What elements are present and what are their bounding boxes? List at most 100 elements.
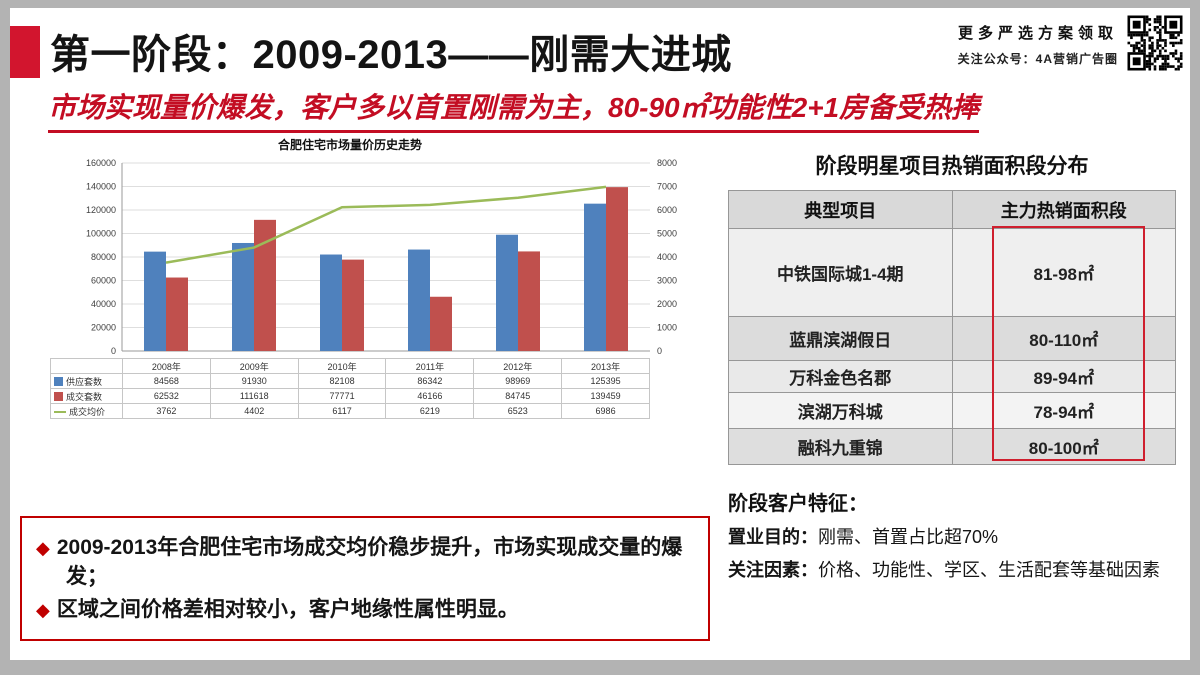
chart-plot: 0200004000060000800001000001200001400001… [86,158,677,356]
project-name: 中铁国际城1-4期 [728,228,953,317]
svg-text:80000: 80000 [91,252,116,262]
project-area: 89-94㎡ [951,360,1176,393]
legend-swatch-icon [54,391,63,401]
svg-text:20000: 20000 [91,323,116,333]
chart-value-cell: 86342 [385,373,475,389]
project-area: 80-100㎡ [951,428,1176,465]
chart-legend-label: 供应套数 [50,373,123,389]
chart-year-label: 2009年 [209,358,299,374]
svg-text:8000: 8000 [657,158,677,168]
summary-list: ◆ 2009-2013年合肥住宅市场成交均价稳步提升，市场实现成交量的爆发； ◆ 区域… [36,533,694,624]
svg-text:160000: 160000 [86,158,116,168]
summary-bullet: ◆ 区域之间价格差相对较小，客户地缘性属性明显。 [36,597,519,621]
svg-text:1000: 1000 [657,323,677,333]
customer-purpose-line: 置业目的：刚需、首置占比超70% [728,524,1176,550]
chart-value-cell: 111618 [209,388,299,404]
chart-value-cell: 91930 [209,373,299,389]
legend-swatch-icon [54,376,63,386]
project-row: 滨湖万科城 78-94㎡ [728,392,1176,429]
chart-value-cell: 77771 [297,388,387,404]
svg-text:60000: 60000 [91,276,116,286]
purpose-label: 置业目的： [728,527,818,547]
chart-year-row: 2008年 2009年 2010年 2011年 2012年 2013年 [50,358,650,374]
chart-year-label: 2010年 [297,358,387,374]
chart-value-cell: 82108 [297,373,387,389]
factors-label: 关注因素： [728,560,818,581]
chart-value-cell: 6219 [385,403,475,419]
chart-legend-label: 成交套数 [50,388,123,404]
svg-text:4000: 4000 [657,252,677,262]
project-row: 融科九重锦 80-100㎡ [728,428,1176,465]
project-area: 81-98㎡ [951,228,1176,317]
svg-text:120000: 120000 [86,205,116,215]
project-name: 万科金色名郡 [728,360,953,393]
price-volume-chart: 合肥住宅市场量价历史走势 0 20000 40000 60000 80000 100000… [50,136,715,419]
chart-year-label: 2012年 [473,358,563,374]
chart-series-row: 供应套数 84568 91930 82108 86342 98969 125395 [50,373,650,389]
svg-text:5000: 5000 [657,229,677,239]
project-row: 蓝鼎滨湖假日 80-110㎡ [728,316,1176,361]
chart-series-row: 成交均价 3762 4402 6117 6219 6523 6986 [50,403,650,419]
svg-text:0: 0 [111,346,116,356]
projects-table: 典型项目 主力热销面积段 中铁国际城1-4期 81-98㎡ 蓝鼎滨湖假日 80-110… [728,190,1176,465]
summary-bullet: ◆ 2009-2013年合肥住宅市场成交均价稳步提升，市场实现成交量的爆发； [36,536,683,589]
chart-series-row: 成交套数 62532 111618 77771 46166 84745 139459 [50,388,650,404]
chart-year-label: 2013年 [561,358,650,374]
chart-year-label: 2011年 [385,358,475,374]
promo-text: 更多严选方案领取 关注公众号：4A营销广告圈 [958,14,1118,67]
chart-value-cell: 84745 [473,388,563,404]
diamond-bullet-icon: ◆ [36,599,50,620]
customer-characteristics: 阶段客户特征： 置业目的：刚需、首置占比超70% 关注因素：价格、功能性、学区、… [728,487,1176,583]
chart-value-cell: 46166 [385,388,475,404]
chart-value-cell: 139459 [561,388,650,404]
summary-box: ◆ 2009-2013年合肥住宅市场成交均价稳步提升，市场实现成交量的爆发； ◆ 区域… [20,516,710,642]
diamond-bullet-icon: ◆ [36,538,50,558]
chart-legend-label: 成交均价 [50,403,123,419]
project-row: 中铁国际城1-4期 81-98㎡ [728,228,1176,317]
purpose-text: 刚需、首置占比超70% [818,527,999,547]
projects-header-area: 主力热销面积段 [951,190,1176,229]
project-area: 78-94㎡ [951,392,1176,429]
page-title: 第一阶段：2009-2013——刚需大进城 [50,33,732,77]
project-name: 滨湖万科城 [728,392,953,429]
factors-text: 价格、功能性、学区、生活配套等基础因素 [818,560,1160,581]
svg-text:140000: 140000 [86,182,116,192]
projects-table-title: 阶段明星项目热销面积段分布 [815,155,1089,178]
customer-heading: 阶段客户特征： [728,493,868,515]
chart-value-cell: 6523 [473,403,563,419]
customer-factors-line: 关注因素：价格、功能性、学区、生活配套等基础因素 [728,557,1176,583]
legend-line-icon [54,410,66,413]
projects-table-wrap: 典型项目 主力热销面积段 中铁国际城1-4期 81-98㎡ 蓝鼎滨湖假日 80-110… [728,190,1176,465]
project-name: 蓝鼎滨湖假日 [728,316,953,361]
promo-subline: 关注公众号：4A营销广告圈 [957,52,1118,66]
svg-text:0: 0 [657,346,662,356]
chart-value-cell: 6117 [297,403,387,419]
chart-value-cell: 4402 [209,403,299,419]
chart-value-cell: 3762 [122,403,211,419]
project-row: 万科金色名郡 89-94㎡ [728,360,1176,393]
chart-data-table: 2008年 2009年 2010年 2011年 2012年 2013年 供应套数 84568 9… [50,358,650,419]
chart-value-cell: 98969 [473,373,563,389]
svg-text:40000: 40000 [91,299,116,309]
chart-value-cell: 6986 [561,403,650,419]
promo-headline: 更多严选方案领取 [957,25,1118,42]
svg-text:6000: 6000 [657,205,677,215]
svg-text:2000: 2000 [657,299,677,309]
presentation-slide: 第一阶段：2009-2013——刚需大进城 更多严选方案领取 关注公众号：4A营… [10,8,1190,660]
project-area: 80-110㎡ [951,316,1176,361]
svg-text:7000: 7000 [657,182,677,192]
chart-title: 合肥住宅市场量价历史走势 [277,138,422,152]
projects-header-project: 典型项目 [728,190,953,229]
svg-text:100000: 100000 [86,229,116,239]
chart-table-corner [50,358,123,374]
promo-block: 更多严选方案领取 关注公众号：4A营销广告圈 [958,14,1184,72]
slide-subtitle: 市场实现量价爆发，客户多以首置刚需为主，80-90㎡功能性2+1房备受热捧 [48,86,980,133]
chart-value-cell: 62532 [122,388,211,404]
chart-value-cell: 125395 [561,373,650,389]
subtitle-wrap: 市场实现量价爆发，客户多以首置刚需为主，80-90㎡功能性2+1房备受热捧 [48,86,1180,133]
project-name: 融科九重锦 [728,428,953,465]
projects-header-row: 典型项目 主力热销面积段 [728,190,1176,229]
chart-year-label: 2008年 [122,358,211,374]
right-panel: 阶段明星项目热销面积段分布 典型项目 主力热销面积段 中铁国际城1-4期 81-9… [728,150,1176,590]
chart-value-cell: 84568 [122,373,211,389]
